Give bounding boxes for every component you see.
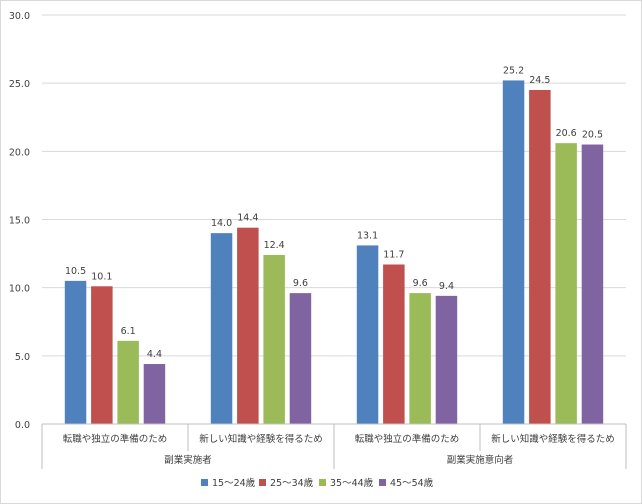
bar-4-1 [143, 364, 166, 424]
y-tick-label: 5.0 [15, 352, 30, 363]
data-label: 10.1 [91, 271, 112, 282]
data-label: 20.5 [582, 130, 603, 141]
x-category-label: 新しい知識や経験を得るため [199, 433, 323, 445]
x-category-label: 新しい知識や経験を得るため [491, 433, 615, 445]
bar-2-2 [237, 227, 259, 424]
y-tick-label: 0.0 [15, 420, 30, 431]
legend-swatch-2 [259, 479, 266, 486]
bar-2-1 [91, 286, 113, 424]
data-label: 25.2 [503, 65, 524, 76]
bar-4-3 [435, 295, 458, 424]
bar-1-4 [502, 80, 525, 424]
x-category-label: 転職や独立の準備のため [63, 433, 168, 445]
data-label: 10.5 [65, 266, 86, 277]
data-label: 11.7 [383, 249, 404, 260]
legend-label: 45～54歳 [390, 477, 434, 489]
y-tick-label: 25.0 [9, 79, 30, 90]
legend-label: 25～34歳 [270, 477, 314, 489]
bar-2-4 [529, 89, 551, 424]
bar-3-1 [117, 340, 139, 424]
data-label: 9.6 [293, 278, 308, 289]
x-group-label: 副業実施者 [164, 454, 212, 466]
bar-4-2 [289, 293, 312, 424]
bar-3-3 [409, 293, 431, 424]
y-tick-label: 10.0 [9, 284, 30, 295]
bar-1-3 [356, 245, 379, 424]
bar-1-1 [64, 280, 87, 424]
legend-swatch-1 [201, 479, 208, 486]
bar-3-4 [555, 143, 577, 425]
legend-label: 35～44歳 [330, 477, 374, 489]
data-label: 20.6 [556, 128, 577, 139]
y-tick-label: 20.0 [9, 147, 30, 158]
bar-4-4 [581, 144, 604, 424]
data-label: 14.0 [211, 218, 232, 229]
x-category-label: 転職や独立の準備のため [355, 433, 460, 445]
data-label: 4.4 [147, 349, 162, 360]
data-label: 14.4 [237, 213, 258, 224]
data-label: 24.5 [529, 75, 550, 86]
bar-2-3 [383, 264, 405, 424]
legend-swatch-4 [379, 479, 386, 486]
data-label: 13.1 [357, 230, 378, 241]
data-label: 9.4 [439, 281, 454, 292]
y-tick-label: 30.0 [9, 11, 30, 22]
legend-label: 15～24歳 [212, 477, 256, 489]
data-label: 9.6 [413, 278, 428, 289]
y-tick-label: 15.0 [9, 216, 30, 227]
bar-3-2 [263, 254, 285, 424]
legend-swatch-3 [319, 479, 326, 486]
bar-1-2 [210, 233, 233, 424]
data-label: 6.1 [121, 326, 136, 337]
data-label: 12.4 [264, 240, 285, 251]
x-group-label: 副業実施意向者 [447, 454, 514, 466]
